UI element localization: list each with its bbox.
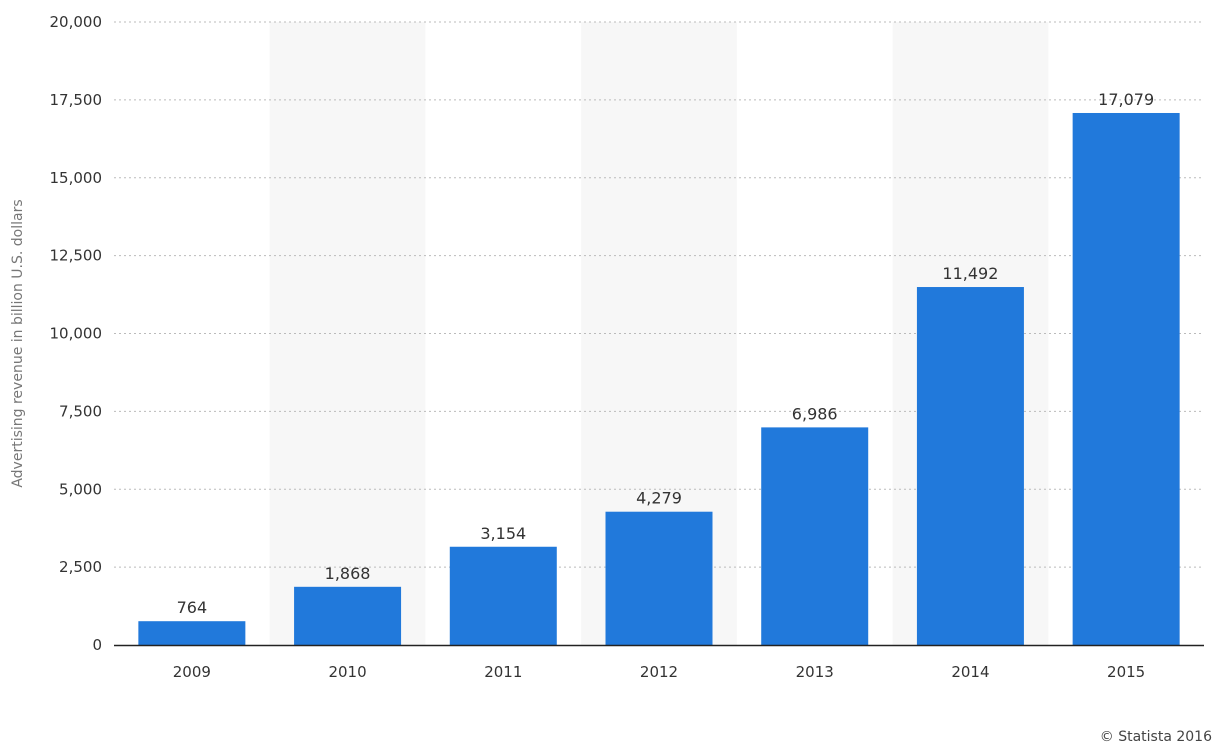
data-label-2009: 764 (177, 598, 208, 617)
y-tick-label: 10,000 (50, 325, 103, 343)
x-tick-label-2010: 2010 (328, 663, 366, 681)
x-tick-label-2011: 2011 (484, 663, 522, 681)
x-tick-label-2013: 2013 (796, 663, 834, 681)
bar-2009 (138, 621, 246, 645)
data-label-2015: 17,079 (1098, 90, 1154, 109)
bar-2011 (449, 546, 557, 645)
y-tick-label: 2,500 (59, 558, 102, 576)
bars (138, 112, 1180, 646)
y-axis-ticks: 0 2,500 5,000 7,500 10,000 12,500 15,000 17,500… (50, 13, 103, 654)
data-labels: 764 1,868 3,154 4,279 6,986 11,492 17,079 (177, 90, 1155, 617)
bar-2010 (294, 586, 402, 645)
data-label-2012: 4,279 (636, 489, 682, 508)
y-axis-title: Advertising revenue in billion U.S. doll… (10, 199, 26, 487)
bar-2012 (605, 511, 713, 645)
y-tick-label: 12,500 (50, 247, 103, 265)
y-tick-label: 5,000 (59, 480, 102, 498)
y-tick-label: 20,000 (50, 13, 103, 31)
x-tick-label-2009: 2009 (173, 663, 211, 681)
y-tick-label: 0 (92, 636, 102, 654)
x-tick-label-2015: 2015 (1107, 663, 1145, 681)
data-label-2013: 6,986 (792, 404, 838, 423)
gridlines (114, 21, 1204, 568)
y-tick-label: 17,500 (50, 91, 103, 109)
bar-2015 (1072, 112, 1180, 646)
data-label-2010: 1,868 (325, 564, 371, 583)
y-tick-label: 15,000 (50, 169, 103, 187)
band-2010 (269, 22, 426, 645)
data-label-2011: 3,154 (480, 524, 526, 543)
bar-2013 (761, 427, 869, 645)
data-label-2014: 11,492 (942, 264, 998, 283)
y-tick-label: 7,500 (59, 402, 102, 420)
x-tick-label-2012: 2012 (640, 663, 678, 681)
x-tick-label-2014: 2014 (951, 663, 989, 681)
source-credit: © Statista 2016 (1099, 729, 1212, 745)
bar-2014 (916, 287, 1024, 645)
x-axis-ticks: 2009 2010 2011 2012 2013 2014 2015 (173, 663, 1145, 681)
